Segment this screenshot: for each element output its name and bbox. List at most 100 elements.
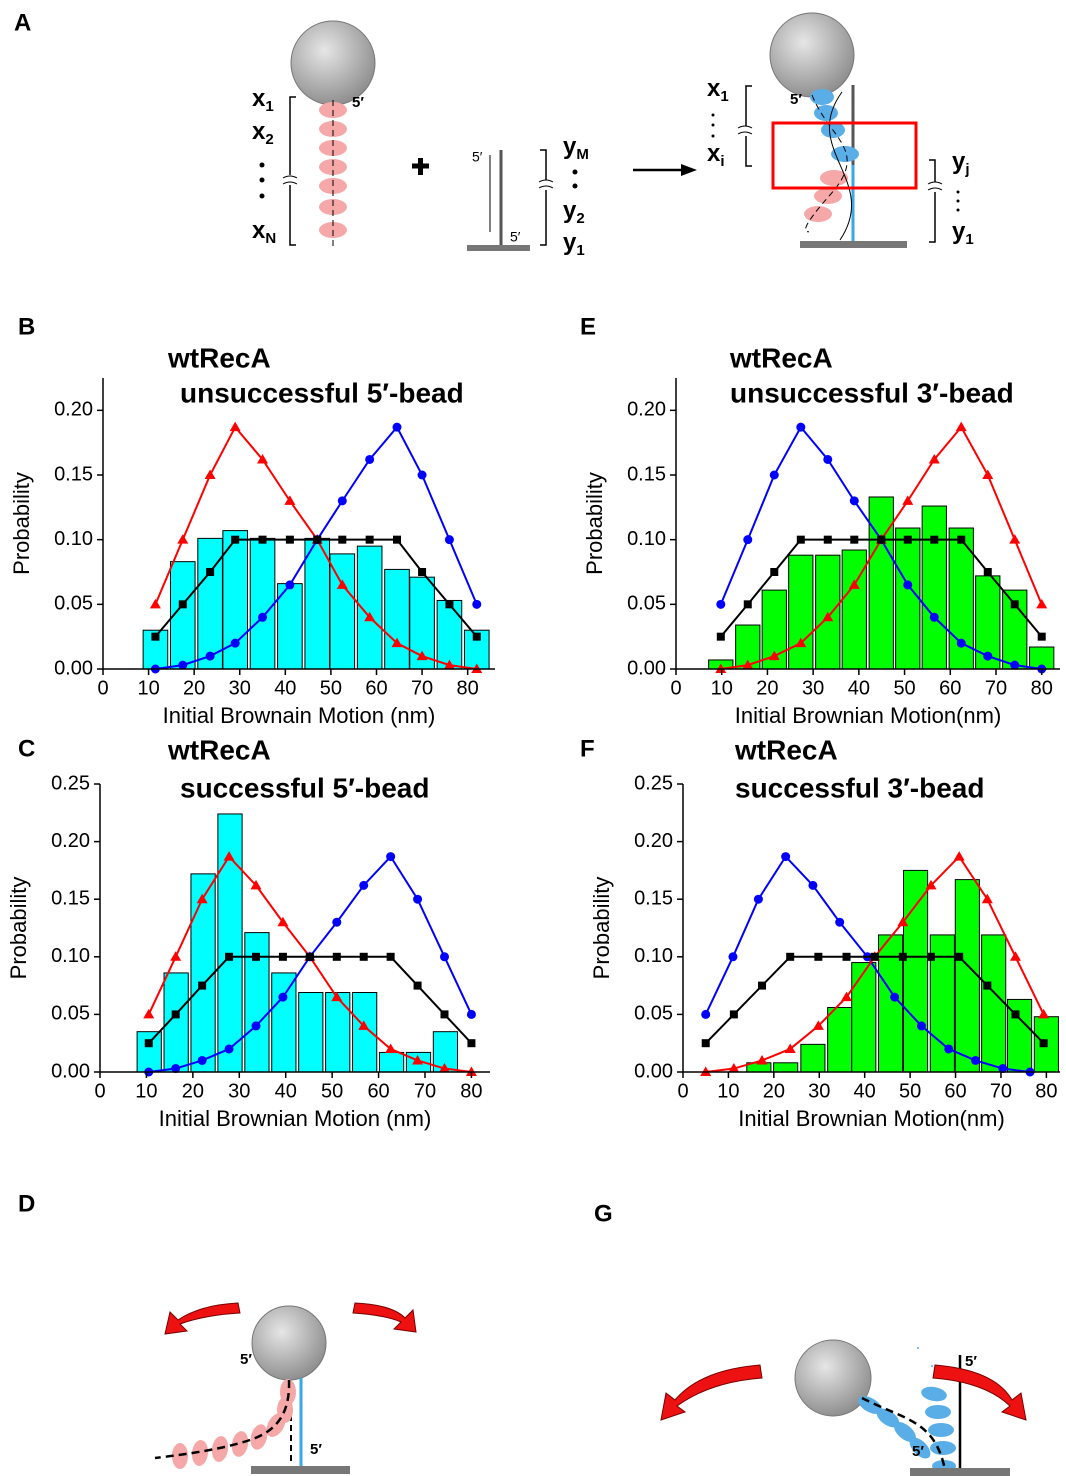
point [305,952,314,961]
x-tick-label: 0 [97,677,108,699]
chart-title: successful 3′-bead [735,772,984,803]
point [359,952,368,961]
point [250,879,262,890]
point [178,600,187,609]
y-tick-label: 0.05 [51,1003,90,1025]
panel-label: E [580,313,596,340]
point [848,579,860,589]
y-tick-label: 0.00 [627,657,666,679]
point [795,637,807,648]
x-tick-label: 50 [893,677,915,699]
x-tick-label: 30 [229,677,251,699]
x-tick-label: 70 [990,1080,1012,1102]
point [823,535,832,544]
bar [827,1006,853,1073]
point [729,1010,738,1019]
label: xi [707,140,725,170]
point [336,579,348,589]
point [413,981,422,990]
point [392,422,402,432]
break [927,181,943,191]
bar [190,873,216,1073]
y-tick-label: 0.20 [627,399,666,421]
y-tick-label: 0.00 [51,1060,90,1082]
panel-label: B [18,313,35,340]
x-tick-label: 40 [274,677,296,699]
y-tick-label: 0.10 [51,945,90,967]
chart-title: unsuccessful 5′-bead [180,377,464,408]
x-tick-label: 20 [763,1080,785,1102]
chart-title: successful 5′-bead [180,772,429,803]
point [285,535,294,544]
point [1011,1010,1020,1019]
point [285,580,295,590]
bar [868,496,894,670]
point [223,851,235,861]
bead [290,20,376,106]
bar [921,505,947,670]
point [890,992,900,1002]
point [332,952,341,961]
chart-title: wtRecA [734,734,838,765]
dna [861,1396,947,1471]
x-tick-label: 10 [137,677,159,699]
x-tick-label: 80 [1035,1080,1057,1102]
label: x2 [252,118,274,148]
point [365,535,374,544]
y-tick-label: 0.00 [634,1060,673,1082]
label: y2 [563,197,585,227]
point [796,535,805,544]
bar [249,537,276,670]
point [205,651,215,661]
point [812,1020,824,1030]
surface [910,1468,1010,1476]
point [983,651,993,661]
y-tick-label: 0.00 [54,657,93,679]
x-tick-label: 40 [848,677,870,699]
x-tick-label: 40 [854,1080,876,1102]
point [701,1009,711,1019]
bead [251,1305,327,1381]
point [385,1043,397,1053]
end-label: 5′ [965,1353,977,1370]
y-tick-label: 0.25 [51,772,90,794]
surface [467,245,530,251]
dna [154,1379,291,1460]
point [1010,660,1020,670]
x-tick-label: 30 [228,1080,250,1102]
point [412,1054,424,1065]
end-label: 5′ [310,1441,322,1458]
point [278,992,288,1002]
bar [352,992,378,1073]
point [440,1010,449,1019]
x-tick-label: 60 [365,677,387,699]
point [365,454,375,464]
point [440,952,449,962]
chart-title: unsuccessful 3′-bead [730,377,1014,408]
point [716,599,726,609]
point [916,1021,926,1031]
panel-label: A [14,9,31,36]
point [225,952,234,961]
x-tick-label: 10 [717,1080,739,1102]
x-tick-label: 70 [985,677,1007,699]
point [957,535,966,544]
point [284,495,296,505]
point [898,952,907,961]
point [472,599,482,609]
chart-title: wtRecA [729,342,833,373]
point [927,952,936,961]
bar [136,1031,162,1073]
x-tick-label: 40 [275,1080,297,1102]
point [925,879,937,890]
y-tick-label: 0.10 [634,945,673,967]
point [728,1063,740,1073]
point [903,535,912,544]
point [206,568,215,576]
bar [217,813,243,1073]
y-tick-label: 0.05 [54,593,93,615]
label: x1 [707,75,729,105]
point [1009,951,1021,961]
